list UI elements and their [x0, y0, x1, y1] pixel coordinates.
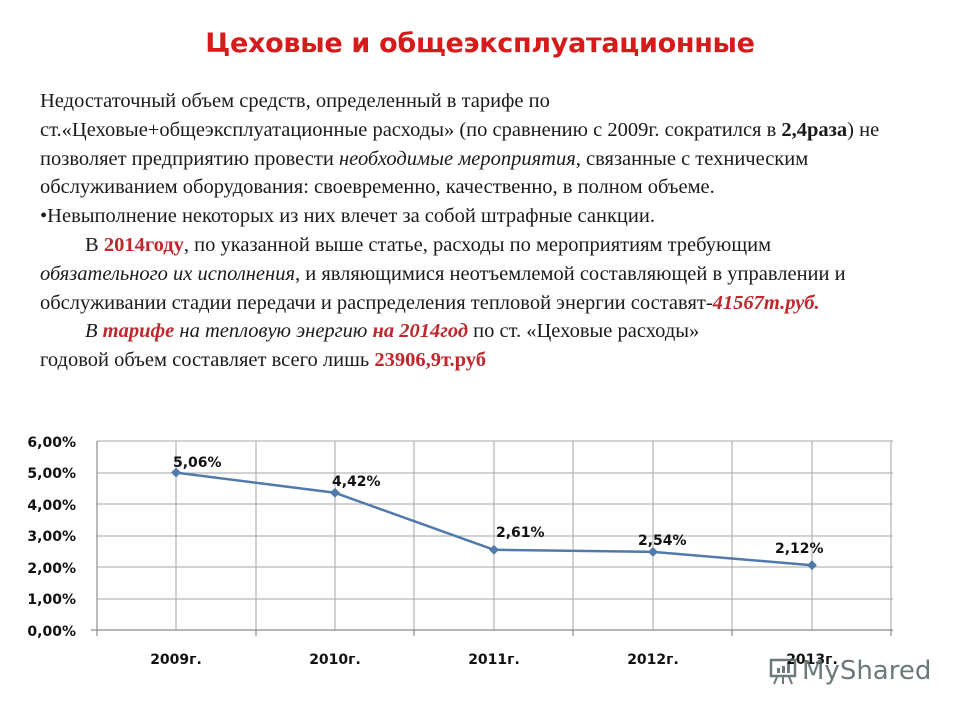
paragraph-tariff: В тарифе на тепловую энергию на 2014год …	[40, 317, 920, 346]
year-highlight: на 2014год	[372, 320, 468, 343]
amount-required: 41567т.руб.	[712, 291, 820, 314]
watermark-text: MyShared	[802, 656, 932, 686]
data-point-marker	[807, 560, 817, 571]
data-markers	[171, 467, 817, 571]
chart-axes	[91, 441, 893, 636]
x-tick-label: 2012г.	[627, 652, 679, 668]
y-tick-label: 1,00%	[27, 592, 76, 608]
amount-tariff: 23906,9т.руб	[374, 349, 486, 372]
data-point-marker	[489, 544, 499, 555]
data-label: 2,12%	[775, 541, 824, 557]
text-span: , и являющимися неотъемлемой составляюще…	[40, 262, 846, 314]
y-tick-label: 2,00%	[27, 561, 76, 577]
text-span: связанные с техническим обслуживанием об…	[40, 147, 809, 199]
paragraph-2014-expenses-cont: обязательного их исполнения, и являющими…	[40, 260, 920, 318]
text-span: , по указанной выше статье, расходы по м…	[183, 233, 772, 256]
data-point-marker	[171, 467, 182, 478]
text-span-italic: В	[85, 320, 103, 343]
text-span: годовой объем составляет всего лишь	[40, 349, 375, 372]
text-span-italic: необходимые мероприятия,	[338, 147, 581, 170]
presentation-board-icon	[769, 658, 797, 685]
data-point-marker	[648, 546, 658, 557]
x-tick-label: 2013г.	[786, 652, 838, 668]
y-axis-labels: 0,00% 1,00% 2,00% 3,00% 4,00% 5,00% 6,00…	[27, 435, 76, 640]
y-tick-label: 0,00%	[27, 624, 76, 640]
year-highlight: 2014году	[103, 233, 184, 256]
watermark: MyShared	[768, 656, 931, 686]
data-label: 2,54%	[638, 533, 687, 549]
y-tick-label: 6,00%	[27, 435, 76, 451]
chart-gridlines	[97, 440, 893, 630]
y-tick-label: 3,00%	[27, 529, 76, 545]
data-point-marker	[330, 487, 340, 498]
x-tick-label: 2010г.	[309, 652, 361, 668]
y-tick-label: 5,00%	[27, 466, 76, 482]
tariff-highlight: тарифе	[102, 320, 175, 343]
data-label: 2,61%	[496, 525, 545, 541]
text-span: ст.«Цеховые+общеэксплуатационные расходы…	[40, 118, 782, 141]
x-axis-labels: 2009г. 2010г. 2011г. 2012г. 2013г.	[150, 652, 838, 668]
text-span: Недостаточный объем средств, определенны…	[40, 90, 550, 112]
text-span-italic: на тепловую энергию	[174, 320, 373, 343]
paragraph-budget-shortfall: Недостаточный объем средств, определенны…	[40, 87, 920, 202]
text-span: по ст. «Цеховые расходы»	[468, 320, 700, 343]
x-tick-label: 2011г.	[468, 652, 520, 668]
x-tick-label: 2009г.	[150, 652, 202, 668]
paragraph-2014-expenses: В 2014году, по указанной выше статье, ра…	[40, 231, 920, 260]
data-labels: 5,06% 4,42% 2,61% 2,54% 2,12%	[173, 455, 824, 557]
line-chart: 0,00% 1,00% 2,00% 3,00% 4,00% 5,00% 6,00…	[0, 430, 960, 720]
text-span-italic: обязательного их исполнения	[40, 262, 295, 285]
y-tick-label: 4,00%	[27, 498, 76, 514]
paragraph-tariff-cont: годовой объем составляет всего лишь 2390…	[40, 346, 920, 375]
text-span: ) не позволяет предприятию провести	[40, 118, 880, 170]
text-span: В	[85, 233, 104, 256]
slide-title: Цеховые и общеэксплуатационные	[205, 28, 755, 59]
data-label: 5,06%	[173, 455, 222, 471]
data-label: 4,42%	[332, 474, 381, 490]
slide-body: Недостаточный объем средств, определенны…	[40, 87, 920, 375]
bullet-penalties: •Невыполнение некоторых из них влечет за…	[40, 205, 655, 228]
reduction-factor: 2,4раза	[781, 118, 848, 141]
